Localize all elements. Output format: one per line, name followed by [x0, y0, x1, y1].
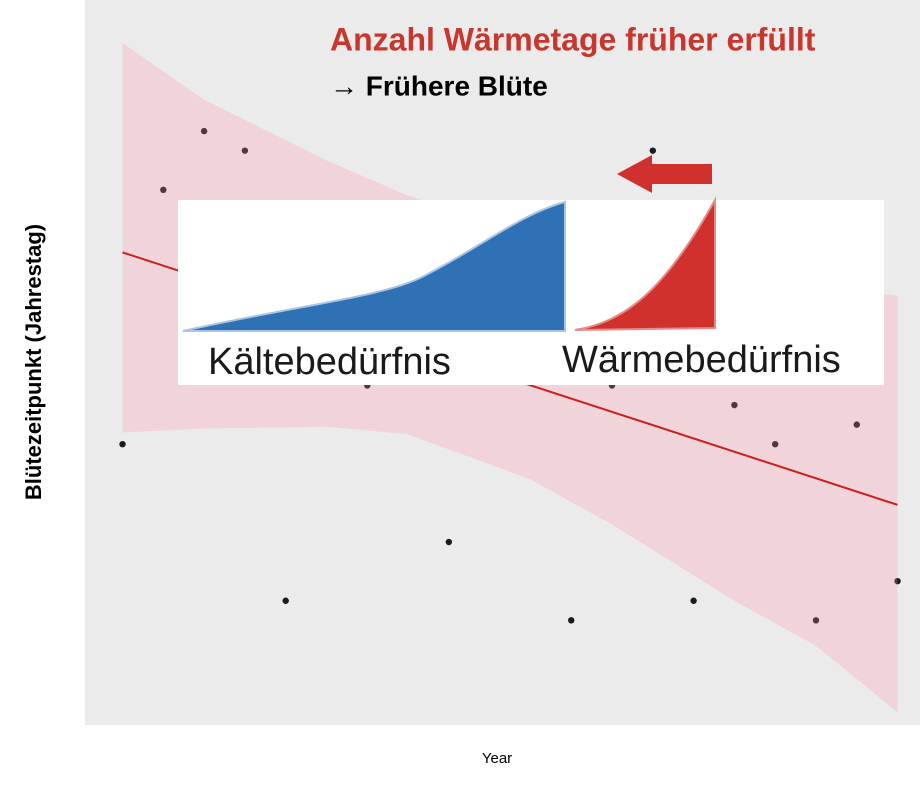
- point: [568, 617, 574, 623]
- point: [446, 539, 452, 545]
- headline: Anzahl Wärmetage früher erfüllt: [330, 21, 816, 57]
- point: [119, 441, 125, 447]
- subline: → Frühere Blüte: [330, 70, 548, 101]
- point: [690, 598, 696, 604]
- overlay: Kältebedürfnis Wärmebedürfnis: [178, 200, 884, 385]
- chart: Blütezeitpunkt (Jahrestag) Year Anzahl W…: [0, 0, 920, 795]
- point: [650, 147, 656, 153]
- point: [282, 598, 288, 604]
- x-axis-label: Year: [482, 750, 512, 767]
- y-axis-label: Blütezeitpunkt (Jahrestag): [21, 224, 46, 500]
- heat-label: Wärmebedürfnis: [562, 339, 841, 381]
- chill-label: Kältebedürfnis: [208, 341, 451, 383]
